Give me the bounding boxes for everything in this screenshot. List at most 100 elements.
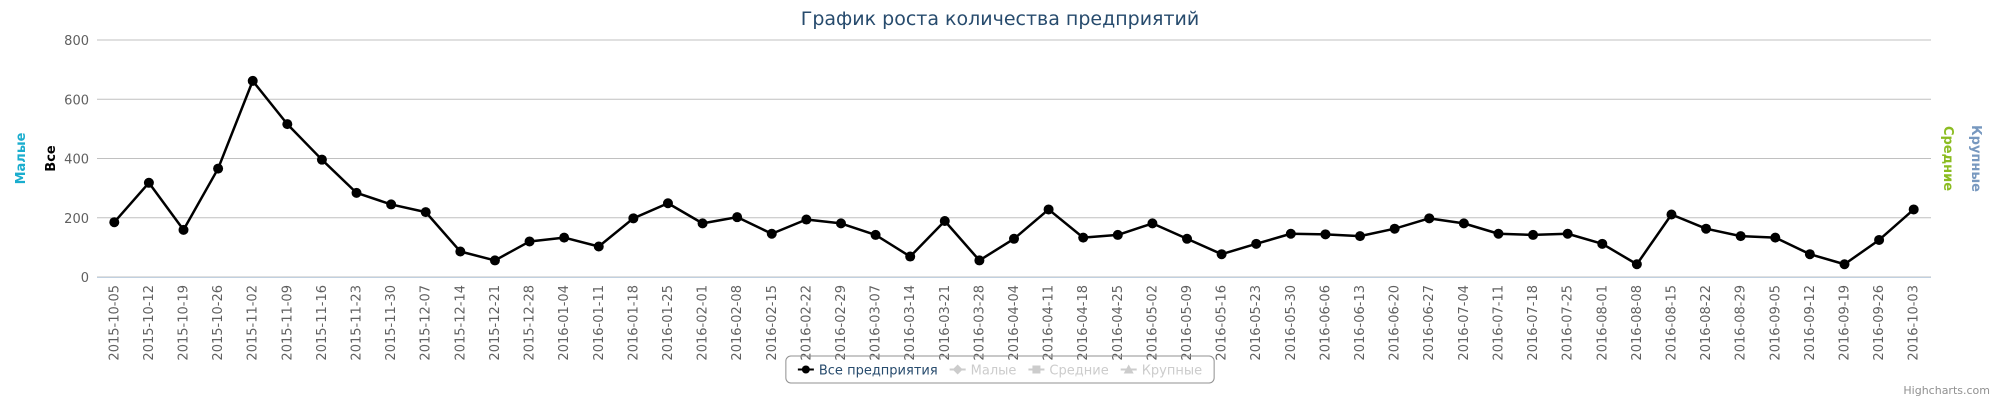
point-marker [835, 218, 846, 229]
x-tick-label: 2016-09-05 [1768, 285, 1783, 361]
x-tick-label: 2015-10-12 [142, 285, 157, 361]
x-tick-label: 2016-02-01 [696, 285, 711, 361]
x-tick-label: 2016-08-22 [1699, 285, 1714, 361]
point-marker [282, 119, 293, 130]
x-tick-label: 2015-12-07 [419, 285, 434, 361]
point-marker [455, 246, 466, 257]
legend-item[interactable]: Средние [1028, 364, 1109, 379]
point-marker [1251, 238, 1262, 249]
point-marker [1009, 233, 1019, 244]
x-tick-label: 2015-11-16 [315, 285, 330, 361]
x-tick-label: 2015-11-30 [384, 285, 399, 361]
x-tick-label: 2015-12-14 [453, 285, 468, 361]
legend-item[interactable]: Малые [949, 364, 1017, 379]
x-tick-label: 2016-09-12 [1803, 285, 1818, 361]
axis-title: Малые [14, 132, 29, 184]
point-marker [1216, 249, 1227, 260]
x-tick-label: 2016-03-07 [869, 285, 884, 361]
point-marker [1147, 218, 1158, 229]
y-tick-label: 400 [64, 153, 89, 168]
legend-symbol [1123, 364, 1134, 374]
point-marker [1701, 223, 1712, 234]
x-tick-label: 2016-05-16 [1215, 285, 1230, 361]
x-tick-label: 2015-11-09 [280, 285, 295, 361]
legend-label: Средние [1049, 364, 1108, 379]
point-marker [766, 228, 777, 239]
x-tick-label: 2016-06-13 [1353, 285, 1368, 361]
x-tick-label: 2016-05-30 [1284, 285, 1299, 361]
point-marker [905, 251, 916, 262]
axis-title: Все [44, 145, 59, 172]
credits[interactable]: Highcharts.com [1903, 384, 1990, 397]
y-tick-label: 200 [64, 212, 89, 227]
x-tick-label: 2016-06-27 [1422, 285, 1437, 361]
point-marker [213, 163, 224, 174]
point-marker [1804, 249, 1815, 260]
x-tick-label: 2015-11-02 [246, 285, 261, 361]
legend-label: Крупные [1142, 364, 1202, 379]
x-tick-label: 2016-07-25 [1561, 285, 1576, 361]
x-tick-label: 2016-06-20 [1388, 285, 1403, 361]
x-tick-label: 2016-03-14 [903, 285, 918, 361]
x-tick-label: 2016-10-03 [1907, 285, 1922, 361]
point-marker [801, 214, 812, 225]
point-marker [593, 241, 604, 252]
point-marker [628, 213, 639, 224]
x-tick-label: 2015-10-26 [211, 285, 226, 361]
x-tick-label: 2016-02-08 [730, 285, 745, 361]
x-tick-label: 2016-05-09 [1180, 285, 1195, 361]
point-marker [316, 154, 327, 165]
point-marker [1458, 218, 1469, 229]
point-marker [247, 75, 258, 86]
x-tick-label: 2015-10-05 [107, 285, 122, 361]
point-marker [1285, 228, 1296, 239]
point-marker [1839, 259, 1850, 270]
x-tick-label: 2016-05-02 [1145, 285, 1160, 361]
x-tick-label: 2016-02-15 [765, 285, 780, 361]
point-marker [1355, 231, 1366, 242]
x-tick-label: 2016-01-25 [661, 285, 676, 361]
point-marker [524, 236, 535, 247]
point-marker [939, 216, 950, 227]
point-marker [351, 187, 362, 198]
x-tick-label: 2016-04-18 [1076, 285, 1091, 361]
point-marker [1874, 234, 1885, 245]
x-tick-label: 2015-12-21 [488, 285, 503, 361]
point-marker [1493, 228, 1504, 239]
y-tick-label: 0 [81, 271, 89, 286]
legend-item[interactable]: Все предприятия [797, 364, 938, 379]
x-tick-label: 2016-01-04 [557, 285, 572, 361]
point-marker [662, 198, 673, 209]
point-marker [420, 207, 431, 218]
point-marker [1043, 204, 1054, 215]
legend-symbol [1032, 365, 1041, 374]
point-marker [1528, 229, 1539, 240]
legend-label: Все предприятия [819, 364, 938, 379]
x-tick-label: 2016-02-22 [799, 285, 814, 361]
x-tick-label: 2016-08-01 [1595, 285, 1610, 361]
point-marker [1389, 223, 1400, 234]
point-marker [1735, 231, 1746, 242]
x-tick-label: 2016-04-04 [1007, 285, 1022, 361]
point-marker [1770, 232, 1781, 243]
point-marker [143, 177, 154, 188]
x-tick-label: 2015-10-19 [177, 285, 192, 361]
point-marker [1424, 213, 1435, 224]
point-marker [489, 255, 500, 266]
x-tick-label: 2016-04-11 [1042, 285, 1057, 361]
x-tick-label: 2016-07-11 [1491, 285, 1506, 361]
legend-symbol [952, 364, 963, 375]
legend-box [785, 355, 1215, 384]
point-marker [1078, 232, 1089, 243]
point-marker [732, 212, 743, 223]
y-tick-label: 600 [64, 93, 89, 108]
x-tick-label: 2016-08-08 [1630, 285, 1645, 361]
point-marker [559, 232, 570, 243]
legend-item[interactable]: Крупные [1120, 364, 1202, 379]
x-tick-label: 2016-08-29 [1734, 285, 1749, 361]
x-tick-label: 2016-01-11 [592, 285, 607, 361]
point-marker [178, 224, 189, 235]
x-tick-label: 2016-06-06 [1318, 285, 1333, 361]
point-marker [1182, 233, 1193, 244]
